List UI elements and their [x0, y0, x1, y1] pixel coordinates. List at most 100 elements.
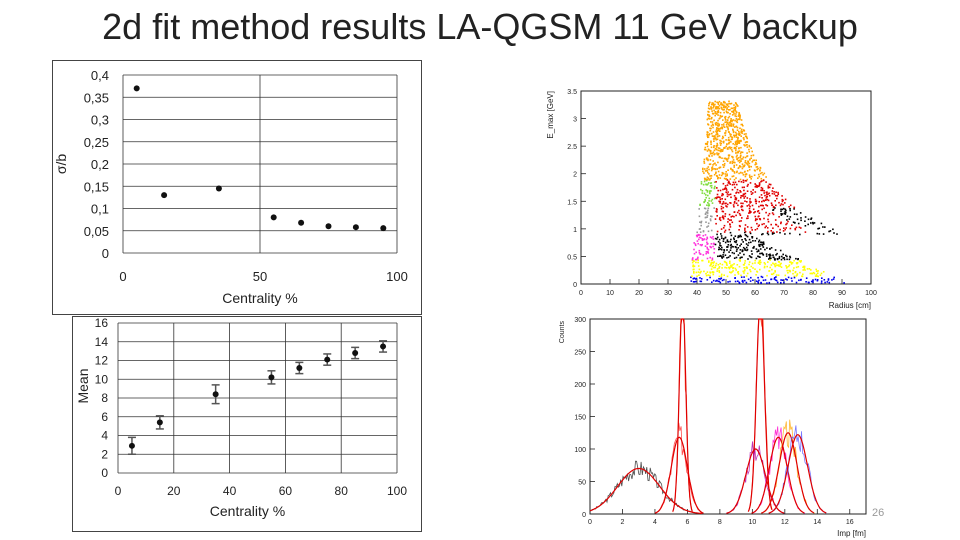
scatter-point: [728, 182, 731, 184]
scatter-point: [727, 127, 729, 130]
scatter-point: [726, 246, 728, 248]
scatter-point: [728, 219, 731, 221]
scatter-point: [735, 131, 737, 134]
scatter-point: [715, 130, 717, 133]
scatter-point: [764, 263, 766, 265]
scatter-point: [719, 216, 721, 219]
scatter-point: [766, 204, 769, 207]
scatter-point: [733, 240, 736, 243]
scatter-point: [720, 140, 722, 142]
scatter-point: [742, 166, 744, 168]
scatter-point: [745, 246, 748, 249]
scatter-point: [714, 168, 717, 171]
scatter-point: [792, 269, 794, 272]
scatter-point: [722, 256, 725, 258]
scatter-point: [759, 268, 761, 271]
scatter-point: [737, 118, 740, 120]
scatter-point: [744, 179, 747, 182]
scatter-point: [758, 224, 760, 226]
scatter-point: [697, 265, 700, 267]
scatter-point: [717, 177, 719, 180]
scatter-point: [782, 203, 784, 206]
scatter-point: [758, 212, 761, 214]
scatter-point: [729, 146, 731, 148]
scatter-point: [737, 136, 739, 139]
scatter-point: [787, 276, 790, 279]
scatter-point: [741, 195, 744, 197]
scatter-point: [739, 190, 741, 192]
scatter-point: [693, 252, 696, 255]
scatter-point: [731, 149, 733, 151]
scatter-point: [721, 104, 723, 106]
scatter-point: [730, 271, 732, 274]
scatter-point: [735, 240, 738, 242]
scatter-point: [715, 208, 718, 210]
scatter-point: [691, 258, 694, 260]
scatter-point: [696, 240, 699, 242]
scatter-point: [701, 190, 704, 192]
scatter-point: [707, 225, 710, 227]
scatter-point: [729, 122, 731, 124]
scatter-point: [789, 209, 791, 212]
scatter-point: [719, 128, 721, 130]
scatter-point: [723, 249, 725, 251]
scatter-point: [733, 202, 736, 204]
scatter-point: [711, 166, 714, 168]
scatter-point: [725, 105, 727, 108]
scatter-point: [704, 199, 706, 201]
scatter-point: [745, 243, 748, 245]
scatter-point: [740, 119, 743, 121]
scatter-point: [729, 202, 731, 204]
scatter-point: [747, 215, 749, 217]
scatter-point: [733, 108, 736, 111]
scatter-point: [745, 266, 747, 269]
scatter-point: [766, 247, 768, 249]
scatter-point: [711, 132, 713, 135]
scatter-point: [711, 121, 714, 123]
scatter-point: [704, 216, 707, 219]
scatter-point: [706, 216, 708, 218]
fit-curve: [726, 448, 785, 514]
scatter-point: [734, 235, 737, 237]
scatter-point: [706, 150, 709, 152]
scatter-point: [729, 249, 732, 251]
data-point: [352, 350, 359, 356]
scatter-point: [711, 116, 713, 119]
scatter-point: [739, 115, 741, 118]
scatter-point: [731, 120, 733, 123]
scatter-point: [734, 119, 736, 122]
scatter-point: [732, 246, 734, 248]
scatter-point: [747, 278, 750, 281]
scatter-point: [709, 178, 711, 180]
scatter-point: [717, 122, 719, 125]
scatter-point: [727, 191, 729, 193]
scatter-point: [719, 278, 722, 280]
data-point: [380, 343, 387, 350]
scatter-point: [803, 268, 806, 270]
scatter-point: [738, 165, 741, 167]
scatter-point: [724, 173, 727, 175]
scatter-point: [761, 204, 763, 207]
scatter-point: [810, 269, 812, 271]
scatter-point: [763, 200, 765, 202]
scatter-point: [813, 272, 816, 275]
scatter-point: [711, 167, 713, 169]
scatter-point: [725, 205, 727, 207]
scatter-point: [783, 227, 785, 229]
scatter-point: [724, 157, 727, 160]
scatter-point: [720, 208, 723, 210]
scatter-point: [707, 178, 709, 181]
histogram-line: [726, 441, 785, 514]
scatter-point: [806, 268, 809, 270]
scatter-point: [733, 200, 736, 203]
scatter-point: [719, 198, 722, 200]
scatter-point: [768, 270, 771, 272]
x-tick-label: 12: [781, 519, 789, 526]
scatter-point: [798, 279, 800, 282]
scatter-point: [770, 257, 772, 260]
scatter-point: [708, 203, 710, 205]
y-tick-label: 3.5: [567, 89, 577, 96]
scatter-point: [743, 272, 745, 274]
scatter-point: [744, 141, 747, 144]
scatter-point: [783, 212, 786, 215]
